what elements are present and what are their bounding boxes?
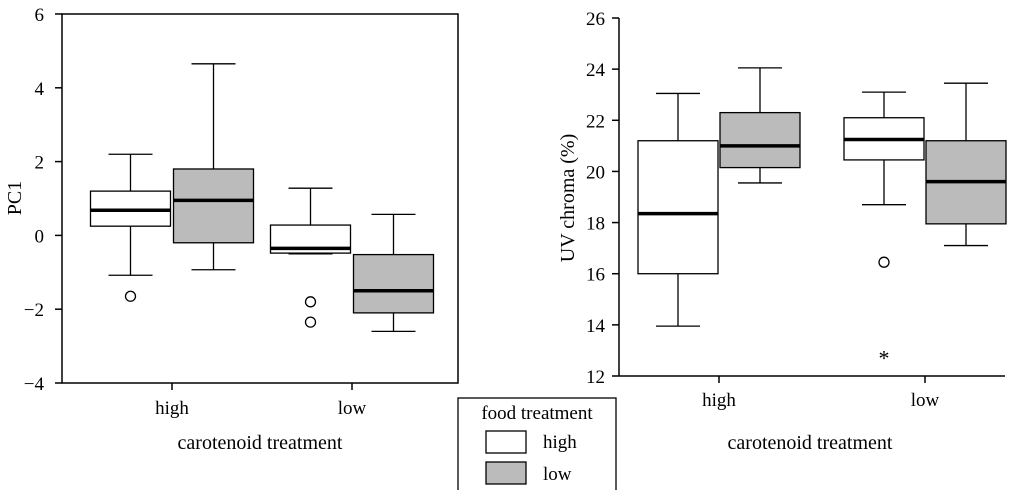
outlier-point (124, 290, 137, 302)
box-high-food-low-carotenoid (269, 187, 352, 328)
chart-uv-chroma: 12 14 16 18 20 22 24 26 * high low UV chroma (%)… (557, 9, 1007, 454)
legend-title: food treatment (481, 403, 593, 424)
box-high-food-high-carotenoid (637, 92, 719, 327)
plot-frame (61, 13, 459, 384)
box-high-food-low-carotenoid: * (843, 91, 925, 371)
y-tick-label: −4 (24, 374, 45, 395)
box-low-food-low-carotenoid (352, 213, 435, 332)
y-tick-label: 16 (586, 265, 605, 286)
y-tick-label: −2 (24, 300, 44, 321)
legend-swatch-high (485, 430, 527, 454)
x-tick-label: high (155, 398, 189, 419)
box-low-food-high-carotenoid (719, 67, 801, 184)
y-tick-label: 0 (35, 226, 45, 247)
y-axis-label: UV chroma (%) (557, 134, 579, 262)
y-tick-label: 22 (586, 111, 605, 132)
y-tick-label: 26 (586, 9, 605, 30)
y-tick-label: 6 (35, 5, 45, 26)
y-tick-label: 18 (586, 214, 605, 235)
box-high-food-high-carotenoid (89, 153, 172, 302)
outlier-point (304, 296, 317, 308)
chart-pc1: −4 −2 0 2 4 6 high low PC1 carotenoid treatmen… (4, 5, 459, 454)
box-iqr (172, 168, 255, 244)
box-iqr (637, 140, 719, 275)
x-axis-ticks: high low (702, 376, 940, 411)
y-tick-label: 4 (35, 79, 45, 100)
x-axis-label: carotenoid treatment (728, 432, 893, 454)
box-low-food-high-carotenoid (172, 63, 255, 271)
x-tick-label: low (338, 398, 367, 419)
box-plots: * (637, 67, 1007, 371)
y-tick-label: 2 (35, 153, 45, 174)
y-tick-label: 24 (586, 60, 606, 81)
legend-frame (457, 397, 617, 490)
x-tick-label: high (702, 390, 736, 411)
y-tick-label: 20 (586, 162, 605, 183)
x-tick-label: low (911, 390, 940, 411)
legend-swatch-low (485, 461, 527, 485)
y-axis-label: PC1 (4, 181, 26, 215)
y-axis-ticks: −4 −2 0 2 4 6 (24, 5, 62, 395)
box-plots (89, 63, 435, 332)
x-axis-ticks: high low (155, 383, 367, 419)
x-axis-label: carotenoid treatment (178, 432, 343, 454)
outlier-point (878, 256, 890, 268)
legend-label-high: high (543, 432, 577, 453)
legend: food treatment high low (457, 397, 617, 490)
box-low-food-low-carotenoid (925, 82, 1007, 247)
y-axis-ticks: 12 14 16 18 20 22 24 26 (586, 9, 619, 388)
y-tick-label: 12 (586, 367, 605, 388)
box-iqr (719, 111, 801, 169)
box-iqr (352, 253, 435, 314)
y-tick-label: 14 (586, 316, 606, 337)
legend-label-low: low (543, 464, 572, 485)
outlier-point (304, 316, 317, 328)
extreme-point: * (879, 346, 890, 371)
